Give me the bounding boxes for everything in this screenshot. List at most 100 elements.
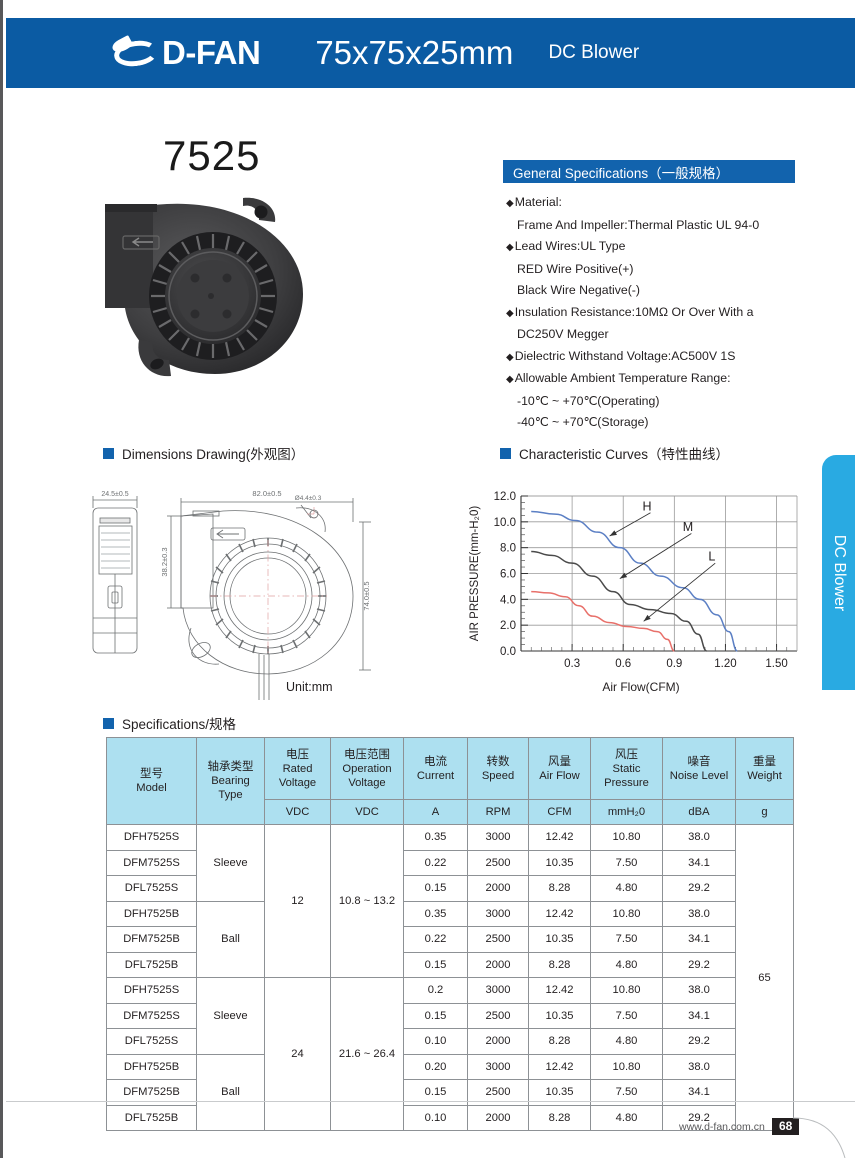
column-unit: mmH₂0 — [590, 799, 663, 825]
table-cell: DFM7525B — [106, 926, 197, 953]
table-cell: 8.28 — [528, 1028, 591, 1055]
spec-line: ◆Allowable Ambient Temperature Range: — [506, 368, 806, 391]
table-cell: Ball — [196, 1053, 265, 1131]
spec-line-text: Material: — [514, 195, 562, 209]
specifications-heading: Specifications/规格 — [103, 713, 236, 733]
column-header: 重量 Weight — [735, 737, 794, 800]
footer-decoration — [793, 1117, 846, 1158]
table-cell: 8.28 — [528, 1104, 591, 1131]
table-cell: DFM7525S — [106, 1002, 197, 1029]
table-cell: DFL7525B — [106, 1104, 197, 1131]
column-header-en: Air Flow — [539, 769, 580, 782]
table-cell: 24 — [264, 977, 331, 1131]
footer-divider — [6, 1101, 855, 1102]
table-cell: 0.2 — [403, 977, 468, 1004]
column-header-cn: 电压范围 — [344, 748, 390, 761]
table-cell: 8.28 — [528, 875, 591, 902]
dimensions-unit-label: Unit:mm — [286, 680, 333, 694]
spec-line-text: RED Wire Positive(+) — [517, 261, 634, 276]
table-cell: 29.2 — [662, 951, 736, 978]
table-cell: 29.2 — [662, 875, 736, 902]
y-axis-title: AIR PRESSURE(mm-H₂0) — [469, 506, 481, 642]
column-header-en: Model — [136, 782, 167, 794]
table-cell: 4.80 — [590, 875, 663, 902]
characteristic-curves-heading: Characteristic Curves（特性曲线） — [500, 443, 729, 463]
column-header: 转数 Speed — [467, 737, 529, 800]
table-row: DFM7525B 0.22 2500 10.35 7.50 34.1 — [106, 926, 794, 953]
annotation-arrowhead — [609, 530, 617, 537]
side-tab-label: DC Blower — [830, 534, 848, 611]
annotation-label-h: H — [643, 499, 652, 513]
annotation-arrowhead — [643, 614, 651, 622]
specifications-table: 型号 Model 轴承类型 Bearing Type 电压 Rated Voltage 电压范围… — [106, 737, 794, 1131]
section-marker-icon — [500, 447, 511, 459]
table-cell: 0.22 — [403, 849, 468, 876]
table-row: DFH7525S Sleeve 12 10.8 ~ 13.2 0.35 3000 12.42… — [106, 824, 794, 1131]
footer-url: www.d-fan.com.cn — [679, 1121, 765, 1133]
column-header-en: Rated — [282, 762, 313, 775]
table-header-row-main: 型号 Model 轴承类型 Bearing Type 电压 Rated Voltage 电压范围… — [106, 737, 794, 825]
column-header-en: Operation — [342, 762, 392, 775]
table-cell: Ball — [196, 900, 265, 978]
column-header: 电压 Rated Voltage — [264, 737, 331, 800]
page-title: 7525 — [163, 132, 261, 179]
table-cell: Sleeve — [196, 977, 265, 1055]
table-cell: 2000 — [467, 951, 529, 978]
table-row: DFM7525S 0.15 2500 10.35 7.50 34.1 — [106, 1002, 794, 1029]
table-row: DFL7525S 0.15 2000 8.28 4.80 29.2 — [106, 875, 794, 902]
column-header-en: Voltage — [278, 776, 317, 789]
spec-line: RED Wire Positive(+) — [506, 259, 806, 281]
table-row: DFH7525B Ball 0.20 3000 12.42 10.80 38.0 — [106, 1053, 794, 1131]
diamond-bullet-icon: ◆ — [506, 351, 514, 363]
column-unit: VDC — [330, 799, 404, 825]
table-cell: 10.80 — [590, 824, 663, 851]
table-cell: 2000 — [467, 1104, 529, 1131]
table-cell: 0.35 — [403, 900, 468, 927]
table-cell: 34.1 — [662, 926, 736, 953]
dfan-swoosh-icon — [110, 35, 160, 69]
annotation-arrowhead — [619, 572, 628, 579]
table-cell: 38.0 — [662, 824, 736, 851]
table-cell: 0.10 — [403, 1104, 468, 1131]
y-tick-label: 8.0 — [500, 543, 516, 555]
table-cell: 12.42 — [528, 977, 591, 1004]
table-cell: DFH7525B — [106, 900, 197, 927]
table-row: DFL7525S 0.10 2000 8.28 4.80 29.2 — [106, 1028, 794, 1055]
annotation-leader — [619, 533, 692, 580]
table-cell: 7.50 — [590, 849, 663, 876]
x-tick-label: 1.20 — [714, 658, 736, 670]
dim-depth-label: 38.2±0.3 — [160, 547, 169, 576]
brand-logo: D-FAN — [110, 34, 261, 72]
spec-line-text: Lead Wires:UL Type — [514, 239, 626, 253]
curve-l — [531, 590, 675, 652]
table-cell: 7.50 — [590, 1002, 663, 1029]
table-cell: 0.10 — [403, 1028, 468, 1055]
side-tab-dc-blower[interactable]: DC Blower — [822, 455, 855, 690]
table-cell: 21.6 ~ 26.4 — [330, 977, 404, 1131]
table-cell: 2500 — [467, 849, 529, 876]
column-unit: VDC — [264, 799, 331, 825]
column-header-en: Type — [218, 789, 243, 801]
table-cell: 10.80 — [590, 977, 663, 1004]
table-cell: 34.1 — [662, 1002, 736, 1029]
table-cell: 0.35 — [403, 824, 468, 851]
table-cell: 12 — [264, 824, 331, 978]
spec-line: DC250V Megger — [506, 324, 806, 346]
y-tick-label: 2.0 — [500, 620, 516, 632]
y-tick-label: 4.0 — [500, 594, 516, 606]
spec-line: ◆Material: — [506, 192, 806, 215]
side-tab-notch — [822, 440, 855, 458]
spec-line-text: -40℃ ~ +70℃(Storage) — [517, 415, 649, 429]
diamond-bullet-icon: ◆ — [506, 242, 514, 253]
column-unit: A — [403, 799, 468, 825]
column-header-cn: 电流 — [424, 755, 447, 768]
table-header-row-unit: VDC VDC A RPM CFM mmH₂0 dBA g — [107, 799, 794, 825]
table-cell: 10.35 — [528, 849, 591, 876]
spec-line-text: Insulation Resistance:10MΩ Or Over With … — [514, 304, 754, 319]
table-cell: 2500 — [467, 926, 529, 953]
annotation-label-m: M — [683, 520, 693, 534]
spec-line-text: Dielectric Withstand Voltage:AC500V 1S — [514, 348, 736, 363]
column-header: 风量 Air Flow — [528, 737, 591, 800]
table-cell: 2000 — [467, 875, 529, 902]
table-cell: 10.80 — [590, 900, 663, 927]
